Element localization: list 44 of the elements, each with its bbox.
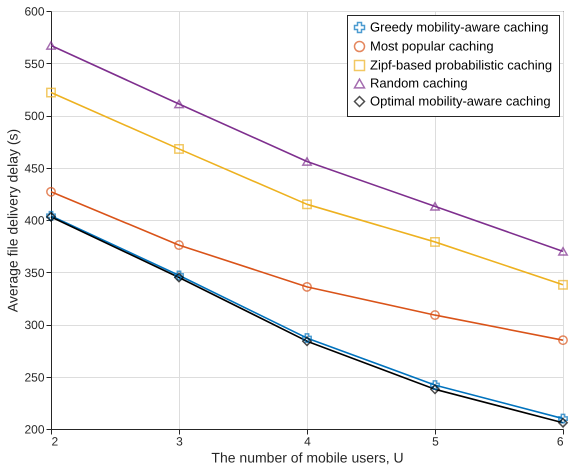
- point: [174, 100, 184, 108]
- y-tick-label: 350: [24, 266, 45, 280]
- point: [430, 380, 440, 390]
- y-tick-label: 400: [24, 214, 45, 228]
- y-tick-label: 500: [24, 109, 45, 123]
- point: [430, 384, 440, 394]
- legend-label: Random caching: [370, 76, 468, 90]
- y-tick-label: 200: [24, 422, 45, 436]
- point: [558, 418, 568, 428]
- y-tick-label: 300: [24, 318, 45, 332]
- point: [558, 335, 568, 346]
- legend-label: Most popular caching: [370, 38, 494, 54]
- legend-label: Greedy mobility-aware caching: [370, 20, 548, 34]
- point: [430, 237, 440, 247]
- point: [430, 310, 440, 320]
- x-tick-label: 6: [556, 434, 564, 448]
- y-tick-label: 550: [24, 56, 45, 71]
- point: [558, 280, 568, 290]
- point: [430, 202, 440, 211]
- x-tick-label: 3: [176, 434, 184, 448]
- point: [302, 336, 312, 346]
- x-axis-title: The number of mobile users, U: [211, 450, 404, 466]
- point: [558, 246, 568, 256]
- point: [558, 414, 568, 424]
- point: [46, 186, 56, 197]
- x-tick-label: 5: [432, 434, 440, 448]
- y-tick-label: 450: [24, 161, 45, 176]
- y-tick-label: 600: [24, 4, 45, 18]
- point: [46, 41, 56, 50]
- point: [174, 272, 184, 282]
- x-tick-label: 4: [304, 434, 312, 448]
- point: [174, 144, 184, 154]
- point: [302, 282, 312, 292]
- y-axis-title: Average file delivery delay (s): [4, 128, 20, 312]
- point: [302, 199, 312, 210]
- point: [302, 157, 312, 166]
- point: [174, 240, 184, 250]
- point: [174, 270, 184, 280]
- x-tick-label: 2: [52, 434, 58, 448]
- legend-label: Optimal mobility-aware caching: [370, 94, 551, 108]
- legend-label: Zipf-based probabilistic caching: [370, 58, 552, 72]
- y-tick-label: 250: [24, 370, 45, 384]
- point: [302, 333, 312, 344]
- point: [46, 88, 56, 98]
